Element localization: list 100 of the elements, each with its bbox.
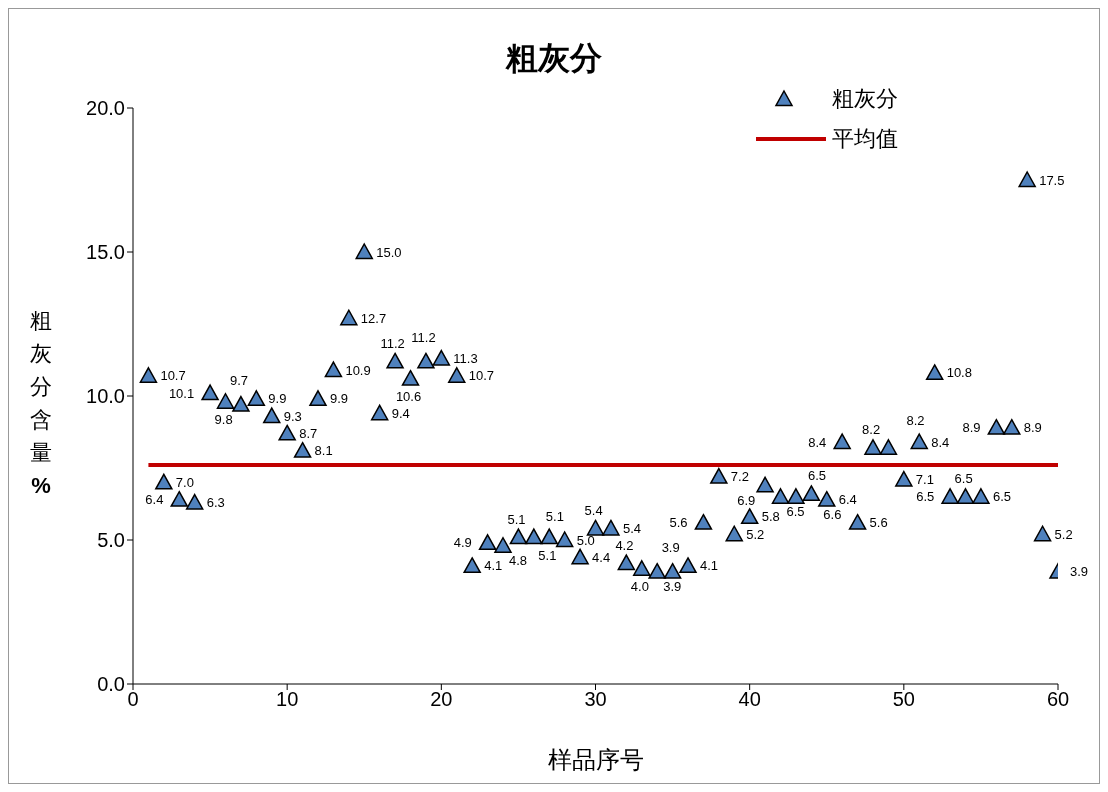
data-label: 9.7 [229, 373, 249, 389]
x-tick-label: 60 [1046, 688, 1070, 711]
y-tick-label: 10.0 [86, 385, 125, 408]
point [340, 309, 358, 326]
point [170, 490, 188, 507]
data-label: 11.2 [380, 335, 405, 351]
y-tick-label: 5.0 [97, 529, 125, 552]
point [201, 384, 219, 401]
y-tick-label: 15.0 [86, 241, 125, 264]
point [740, 508, 759, 525]
x-tick-label: 50 [892, 688, 915, 711]
data-label: 4.8 [509, 553, 528, 569]
data-label: 3.9 [663, 579, 682, 595]
data-label: 8.2 [862, 422, 881, 438]
y-tick-label: 0.0 [97, 673, 125, 696]
data-label: 5.1 [538, 547, 557, 563]
point [386, 352, 404, 369]
data-label: 15.0 [376, 244, 402, 260]
data-label: 10.6 [395, 389, 422, 405]
point [972, 488, 990, 504]
point [463, 557, 481, 574]
data-label: 5.2 [746, 526, 765, 542]
data-label: 8.9 [962, 420, 981, 436]
point [355, 243, 373, 260]
point [818, 490, 836, 507]
data-label: 4.1 [700, 558, 719, 574]
data-label: 9.9 [268, 391, 287, 407]
point [432, 349, 451, 366]
y-tick-label: 20.0 [86, 97, 125, 120]
point [247, 390, 266, 407]
point [663, 562, 682, 579]
x-tick-label: 20 [430, 688, 453, 711]
point [185, 493, 204, 510]
point [725, 525, 743, 542]
data-label: 10.7 [160, 368, 186, 384]
point [540, 528, 558, 545]
data-label: 8.2 [906, 413, 925, 429]
data-label: 17.5 [1039, 172, 1065, 188]
point [1003, 418, 1021, 435]
data-label: 3.9 [1070, 564, 1089, 580]
point [448, 367, 466, 383]
point [771, 488, 790, 504]
data-label: 8.4 [808, 434, 827, 450]
data-label: 9.9 [330, 391, 349, 407]
data-label: 6.5 [954, 471, 973, 487]
point [139, 367, 158, 383]
data-label: 7.1 [915, 472, 934, 488]
point [324, 361, 343, 378]
y-axis-title: 粗灰分含量% [29, 307, 53, 500]
data-label: 6.4 [145, 492, 164, 508]
data-label: 6.3 [206, 495, 225, 511]
data-label: 10.7 [468, 368, 495, 384]
data-label: 5.1 [545, 508, 564, 524]
point [925, 364, 944, 381]
data-label: 5.4 [584, 502, 603, 518]
data-label: 11.2 [411, 329, 436, 345]
data-label: 4.1 [484, 558, 503, 574]
data-label: 6.5 [916, 489, 935, 505]
point [879, 439, 898, 455]
data-label: 8.7 [299, 425, 318, 441]
data-label: 8.4 [931, 434, 950, 450]
point [555, 531, 574, 548]
point [216, 393, 235, 409]
point [586, 519, 605, 536]
data-label: 10.1 [168, 385, 195, 401]
data-label: 5.2 [1054, 526, 1073, 542]
point [864, 439, 882, 455]
point [617, 554, 636, 571]
data-label: 9.8 [214, 412, 233, 428]
x-tick-label: 10 [276, 688, 299, 711]
data-label: 6.6 [823, 507, 842, 523]
data-label: 6.5 [807, 468, 826, 484]
point [956, 488, 975, 504]
point [1033, 525, 1052, 542]
data-label: 5.0 [576, 532, 595, 548]
point [370, 404, 389, 421]
point [633, 560, 651, 576]
data-label: 4.4 [592, 549, 611, 565]
point [525, 528, 543, 545]
data-label: 10.9 [345, 362, 371, 378]
point [571, 548, 589, 565]
point [710, 467, 728, 484]
legend-label: 粗灰分 [832, 85, 898, 113]
data-label: 8.1 [314, 443, 333, 459]
legend-label: 平均值 [832, 125, 898, 153]
point [478, 534, 497, 551]
data-label: 5.1 [507, 511, 526, 527]
data-label: 5.6 [869, 515, 888, 531]
data-label: 7.2 [730, 469, 749, 485]
data-label: 5.6 [669, 515, 688, 531]
data-label: 4.2 [615, 537, 634, 553]
data-label: 11.3 [453, 351, 478, 367]
point [648, 562, 666, 579]
point [787, 488, 805, 504]
data-label: 8.9 [1023, 420, 1042, 436]
point [401, 369, 420, 386]
point [155, 473, 173, 490]
point [833, 433, 851, 450]
point [293, 441, 312, 458]
point [278, 424, 296, 441]
